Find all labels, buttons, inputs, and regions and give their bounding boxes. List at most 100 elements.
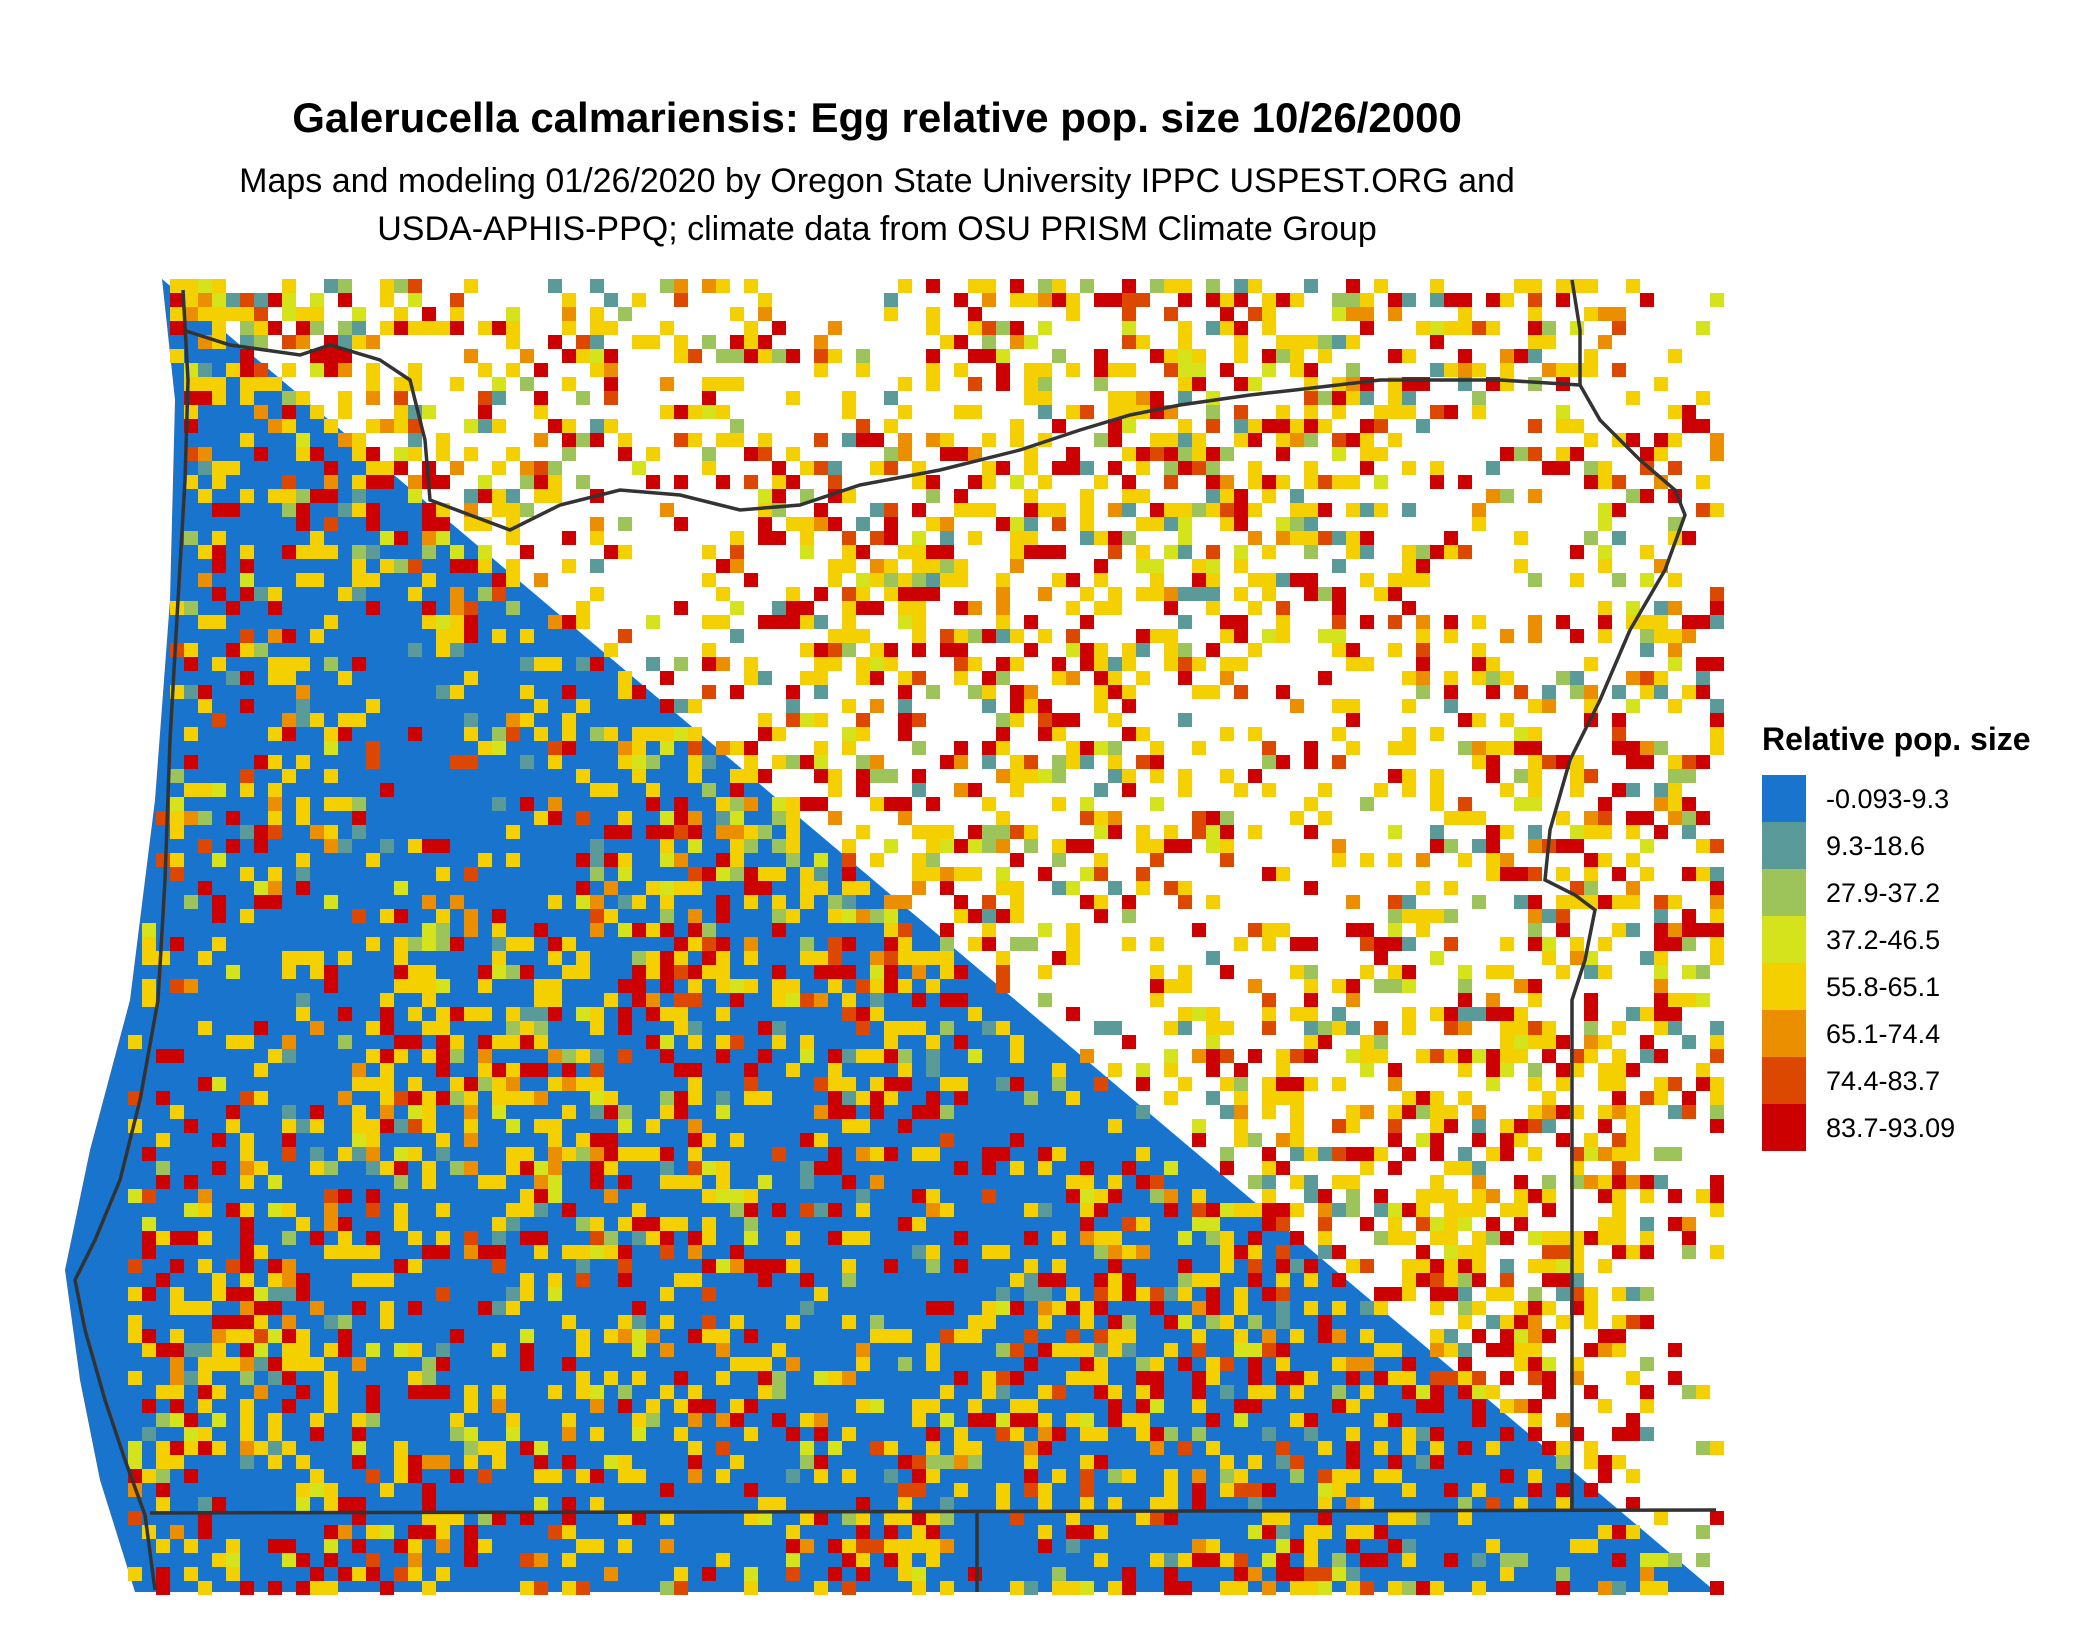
raster-cell: [1570, 839, 1584, 853]
raster-cell: [1346, 545, 1360, 559]
raster-cell: [618, 867, 632, 881]
raster-cell: [1332, 601, 1346, 615]
raster-cell: [450, 307, 464, 321]
raster-cell: [1024, 293, 1038, 307]
raster-cell: [492, 1217, 506, 1231]
raster-cell: [1066, 1413, 1080, 1427]
raster-cell: [1612, 1231, 1626, 1245]
raster-cell: [1094, 363, 1108, 377]
raster-cell: [982, 1413, 996, 1427]
raster-cell: [380, 1525, 394, 1539]
raster-cell: [380, 1315, 394, 1329]
raster-cell: [1416, 1091, 1430, 1105]
raster-cell: [1682, 909, 1696, 923]
raster-cell: [352, 1119, 366, 1133]
raster-cell: [282, 671, 296, 685]
raster-cell: [1402, 545, 1416, 559]
raster-cell: [1500, 1427, 1514, 1441]
raster-cell: [212, 461, 226, 475]
raster-cell: [1164, 1315, 1178, 1329]
raster-cell: [226, 1105, 240, 1119]
raster-cell: [1388, 853, 1402, 867]
raster-cell: [450, 545, 464, 559]
raster-cell: [1388, 1119, 1402, 1133]
raster-cell: [1206, 419, 1220, 433]
raster-cell: [170, 1399, 184, 1413]
raster-cell: [1304, 1259, 1318, 1273]
raster-cell: [1346, 1147, 1360, 1161]
legend-swatch: [1762, 1010, 1806, 1057]
raster-cell: [1444, 671, 1458, 685]
raster-cell: [1248, 419, 1262, 433]
legend-swatch: [1762, 1104, 1806, 1151]
raster-cell: [520, 461, 534, 475]
raster-cell: [688, 1329, 702, 1343]
raster-cell: [1360, 1049, 1374, 1063]
raster-cell: [1192, 1371, 1206, 1385]
raster-cell: [828, 1091, 842, 1105]
raster-cell: [1262, 1105, 1276, 1119]
raster-cell: [996, 881, 1010, 895]
raster-cell: [1150, 1385, 1164, 1399]
raster-cell: [1444, 321, 1458, 335]
raster-cell: [1556, 1259, 1570, 1273]
raster-cell: [800, 545, 814, 559]
raster-cell: [1262, 1091, 1276, 1105]
raster-cell: [730, 867, 744, 881]
raster-cell: [646, 797, 660, 811]
raster-cell: [1220, 727, 1234, 741]
raster-cell: [842, 1511, 856, 1525]
raster-cell: [1080, 1427, 1094, 1441]
raster-cell: [1052, 755, 1066, 769]
raster-cell: [1612, 307, 1626, 321]
raster-cell: [380, 1063, 394, 1077]
raster-cell: [982, 433, 996, 447]
raster-cell: [1486, 293, 1500, 307]
raster-cell: [338, 1007, 352, 1021]
raster-cell: [800, 643, 814, 657]
raster-cell: [1472, 1105, 1486, 1119]
raster-cell: [884, 797, 898, 811]
raster-cell: [1500, 1021, 1514, 1035]
raster-cell: [590, 1147, 604, 1161]
raster-cell: [1570, 545, 1584, 559]
raster-cell: [1346, 307, 1360, 321]
raster-cell: [912, 825, 926, 839]
raster-cell: [198, 1497, 212, 1511]
raster-cell: [982, 629, 996, 643]
raster-cell: [254, 643, 268, 657]
raster-cell: [450, 895, 464, 909]
raster-cell: [1346, 1049, 1360, 1063]
raster-cell: [1682, 867, 1696, 881]
raster-cell: [268, 755, 282, 769]
raster-cell: [1262, 1385, 1276, 1399]
raster-cell: [1276, 1077, 1290, 1091]
raster-cell: [856, 1497, 870, 1511]
raster-cell: [1164, 881, 1178, 895]
raster-cell: [1696, 1385, 1710, 1399]
raster-cell: [772, 965, 786, 979]
raster-cell: [856, 629, 870, 643]
raster-cell: [520, 1161, 534, 1175]
raster-cell: [436, 1287, 450, 1301]
raster-cell: [1066, 573, 1080, 587]
raster-cell: [1192, 923, 1206, 937]
raster-cell: [702, 1133, 716, 1147]
raster-cell: [1472, 741, 1486, 755]
raster-cell: [1178, 1315, 1192, 1329]
raster-cell: [1430, 545, 1444, 559]
raster-cell: [996, 517, 1010, 531]
raster-cell: [1318, 1021, 1332, 1035]
raster-cell: [856, 1091, 870, 1105]
raster-cell: [324, 363, 338, 377]
raster-cell: [1668, 1147, 1682, 1161]
raster-cell: [1430, 1427, 1444, 1441]
raster-cell: [128, 1287, 142, 1301]
raster-cell: [758, 615, 772, 629]
raster-cell: [674, 1273, 688, 1287]
raster-cell: [772, 475, 786, 489]
raster-cell: [1332, 405, 1346, 419]
raster-cell: [1150, 965, 1164, 979]
raster-cell: [1612, 321, 1626, 335]
raster-cell: [926, 363, 940, 377]
